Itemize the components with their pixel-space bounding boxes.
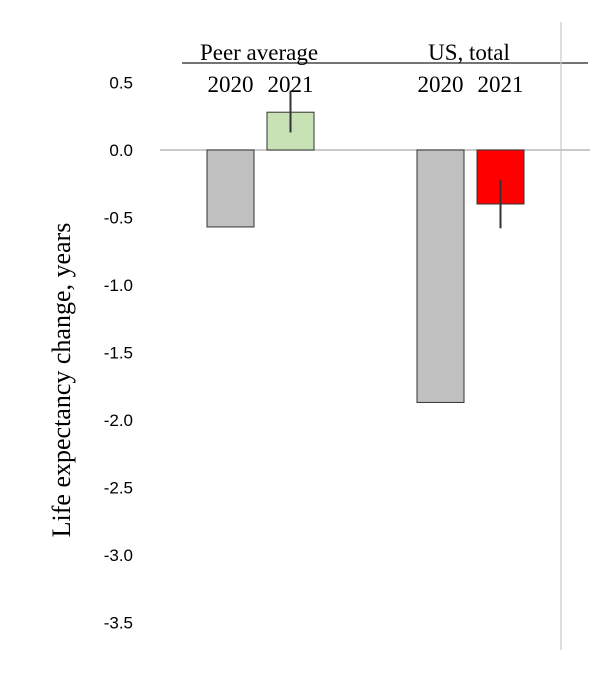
y-tick-label: 0.5 xyxy=(109,74,133,93)
y-axis-label: Life expectancy change, years xyxy=(47,223,76,538)
y-tick-label: -3.5 xyxy=(104,614,133,633)
bars xyxy=(206,90,525,403)
y-tick-label: 0.0 xyxy=(109,141,133,160)
y-tick-label: -2.5 xyxy=(104,479,133,498)
y-axis-ticks: 0.5 0.0 -0.5 -1.0 -1.5 -2.0 -2.5 -3.0 -3.5 xyxy=(104,74,133,633)
y-tick-label: -0.5 xyxy=(104,209,133,228)
bar-year-label: 2020 xyxy=(208,72,254,97)
y-tick-label: -2.0 xyxy=(104,411,133,430)
group-header: US, total xyxy=(428,40,510,65)
y-tick-label: -3.0 xyxy=(104,546,133,565)
group-header: Peer average xyxy=(200,40,318,65)
y-tick-label: -1.0 xyxy=(104,276,133,295)
bar-0-0 xyxy=(206,149,255,228)
bar-year-label: 2021 xyxy=(478,72,524,97)
y-tick-label: -1.5 xyxy=(104,344,133,363)
bar-1-0 xyxy=(416,149,465,403)
bar-year-label: 2020 xyxy=(418,72,464,97)
